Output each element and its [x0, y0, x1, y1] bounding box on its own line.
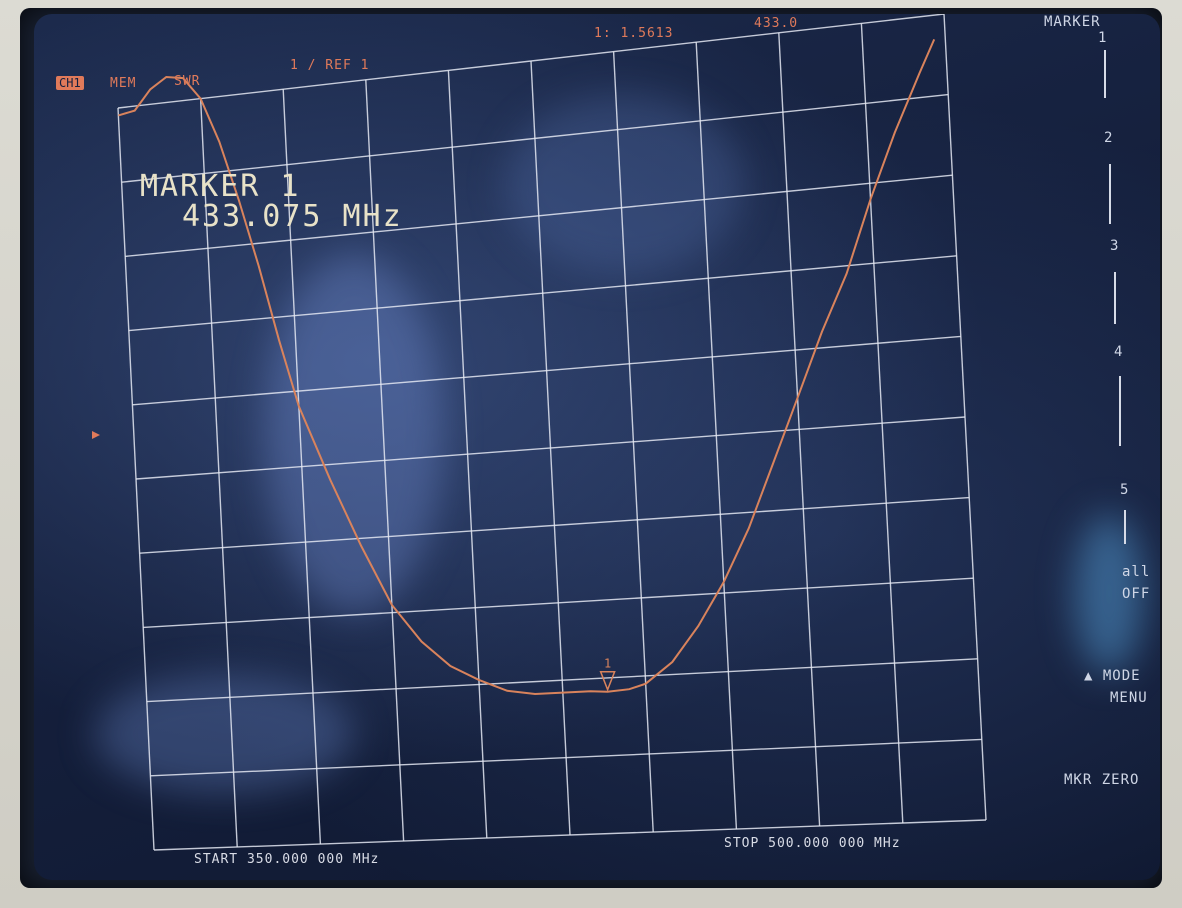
channel-indicator: CH1 — [56, 76, 84, 90]
format-indicator: SWR — [174, 74, 201, 89]
marker-value-readout: 1: 1.5613 — [594, 26, 674, 41]
softkey-marker-5[interactable]: 5 — [1120, 482, 1129, 498]
marker-readout-frequency: 433.075 MHz — [182, 199, 403, 234]
graticule-horizontal-line — [125, 174, 953, 258]
softkey-marker-1[interactable]: 1 — [1098, 30, 1107, 46]
reference-arrow-icon — [92, 431, 100, 439]
softkey-divider — [1104, 50, 1106, 98]
all-off-softkey-line2[interactable]: OFF — [1122, 586, 1151, 602]
mode-menu-softkey-line2[interactable]: MENU — [1110, 690, 1148, 706]
softkey-divider — [1124, 510, 1126, 544]
graticule-horizontal-line — [121, 93, 949, 183]
softkey-marker-2[interactable]: 2 — [1104, 130, 1113, 146]
crt-screen: 1 CH1 MEM SWR 1 / REF 1 1: 1.5613 433.0 … — [34, 14, 1160, 880]
graticule-horizontal-line — [135, 416, 966, 480]
all-off-softkey-line1[interactable]: all — [1122, 564, 1151, 580]
mode-menu-softkey-line1[interactable]: ▲ MODE — [1084, 668, 1141, 684]
graticule-horizontal-line — [153, 819, 987, 851]
start-frequency-label: START 350.000 000 MHz — [194, 852, 380, 867]
softkey-marker-3[interactable]: 3 — [1110, 238, 1119, 254]
graticule-horizontal-line — [143, 577, 974, 629]
graticule-horizontal-line — [150, 738, 982, 777]
marker-readout-title: MARKER 1 — [140, 169, 301, 204]
memory-indicator: MEM — [110, 76, 137, 91]
marker-triangle-icon — [599, 670, 616, 692]
graticule-horizontal-line — [132, 335, 961, 406]
marker-1-number: 1 — [604, 657, 611, 671]
graticule-display: 1 — [92, 14, 987, 851]
softkey-marker-4[interactable]: 4 — [1114, 344, 1123, 360]
scale-reference: 1 / REF 1 — [290, 58, 370, 73]
softkey-divider — [1119, 376, 1121, 446]
graticule-horizontal-line — [139, 496, 970, 554]
marker-menu-header: MARKER — [1044, 14, 1101, 30]
marker-frequency-readout: 433.0 — [754, 16, 799, 31]
marker-1-symbol: 1 — [599, 657, 616, 692]
mkr-zero-softkey[interactable]: MKR ZERO — [1064, 772, 1140, 788]
graticule-horizontal-line — [128, 255, 957, 332]
graticule-horizontal-line — [146, 658, 978, 703]
graticule-grid — [117, 14, 987, 851]
graticule-horizontal-line — [117, 14, 945, 109]
softkey-divider — [1109, 164, 1111, 224]
softkey-divider — [1114, 272, 1116, 324]
stop-frequency-label: STOP 500.000 000 MHz — [724, 836, 901, 851]
swr-trace — [118, 39, 936, 696]
